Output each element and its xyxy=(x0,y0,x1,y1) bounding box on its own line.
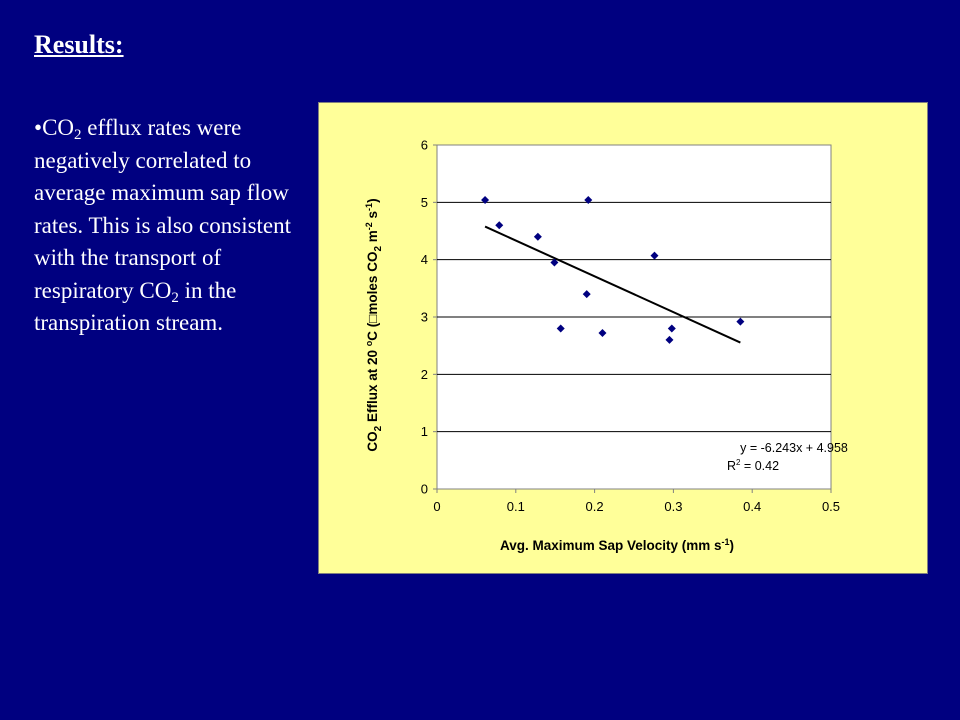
data-point xyxy=(481,196,490,205)
y-tick-label: 1 xyxy=(421,424,428,439)
y-axis-title-subscript: 2 xyxy=(373,246,384,252)
y-axis-title-superscript: o xyxy=(364,340,374,346)
x-axis-title-text: Avg. Maximum Sap Velocity (mm s xyxy=(500,538,722,553)
trendline-equation: y = -6.243x + 4.958 xyxy=(740,441,848,455)
x-tick-label: 0 xyxy=(433,499,440,514)
x-tick-label: 0.4 xyxy=(743,499,761,514)
y-tick-label: 5 xyxy=(421,195,428,210)
subscript: 2 xyxy=(74,127,82,143)
y-axis-title-superscript: -1 xyxy=(364,203,374,211)
data-point xyxy=(650,251,659,260)
x-tick-label: 0.1 xyxy=(507,499,525,514)
trendline xyxy=(484,225,741,344)
data-point xyxy=(598,329,607,338)
tick-labels: 0 1 2 3 4 5 6 0 0.1 0.2 0.3 0.4 0.5 xyxy=(421,138,840,515)
x-tick-label: 0.2 xyxy=(586,499,604,514)
r-squared-text: R xyxy=(727,459,736,473)
data-point xyxy=(665,335,674,344)
data-point xyxy=(736,317,745,326)
data-point xyxy=(550,258,559,267)
data-point xyxy=(584,196,593,205)
gridlines xyxy=(437,201,831,433)
y-axis-title-text: Efflux at 20 xyxy=(365,346,380,426)
y-axis-title-symbol: □ xyxy=(365,315,380,323)
y-tick-label: 2 xyxy=(421,367,428,382)
y-axis-title-text: s xyxy=(365,211,380,222)
scatter-chart: 0 1 2 3 4 5 6 0 0.1 0.2 0.3 0.4 0.5 y = -6.243x + 4.… xyxy=(364,138,848,554)
bullet-text-part: CO xyxy=(42,115,75,140)
y-tick-label: 6 xyxy=(421,138,428,153)
subscript: 2 xyxy=(171,289,179,306)
bullet-marker: • xyxy=(34,115,43,140)
r-squared-label: R2 = 0.42 xyxy=(727,458,779,473)
y-axis-title-text: ) xyxy=(365,198,380,203)
bullet-text-part: efflux rates were negatively correlated … xyxy=(34,115,292,303)
data-point xyxy=(533,232,542,241)
x-tick-label: 0.3 xyxy=(664,499,682,514)
y-tick-label: 3 xyxy=(421,310,428,325)
slide-heading: Results: xyxy=(34,30,124,59)
chart-panel: 0 1 2 3 4 5 6 0 0.1 0.2 0.3 0.4 0.5 y = -6.243x + 4.… xyxy=(318,102,928,574)
data-point xyxy=(582,290,591,299)
r-squared-text: = 0.42 xyxy=(740,459,779,473)
r-squared-superscript: 2 xyxy=(736,458,741,467)
x-axis-title-superscript: -1 xyxy=(722,537,730,547)
y-axis-title-text: moles CO xyxy=(365,252,380,315)
data-points xyxy=(481,196,745,344)
data-point xyxy=(495,221,504,230)
data-point xyxy=(667,324,676,333)
bullet-paragraph: •CO2 efflux rates were negatively correl… xyxy=(34,112,296,340)
x-axis-title-text: ) xyxy=(730,538,735,553)
bullet-text-part: in the transpiration stream. xyxy=(34,277,237,336)
y-tick-label: 4 xyxy=(421,252,428,267)
y-tick-label: 0 xyxy=(421,482,428,497)
y-axis-title-superscript: -2 xyxy=(364,222,374,230)
y-axis-title-text: m xyxy=(365,230,380,246)
x-axis-title: Avg. Maximum Sap Velocity (mm s-1) xyxy=(500,537,734,553)
y-axis-title-text: C ( xyxy=(365,322,380,341)
y-axis-title-text: CO xyxy=(365,431,380,451)
y-axis-title: CO2 Efflux at 20 oC (□moles CO2 m-2 s-1) xyxy=(364,198,384,451)
x-tick-label: 0.5 xyxy=(822,499,840,514)
data-point xyxy=(556,324,565,333)
y-axis-title-subscript: 2 xyxy=(373,425,384,431)
